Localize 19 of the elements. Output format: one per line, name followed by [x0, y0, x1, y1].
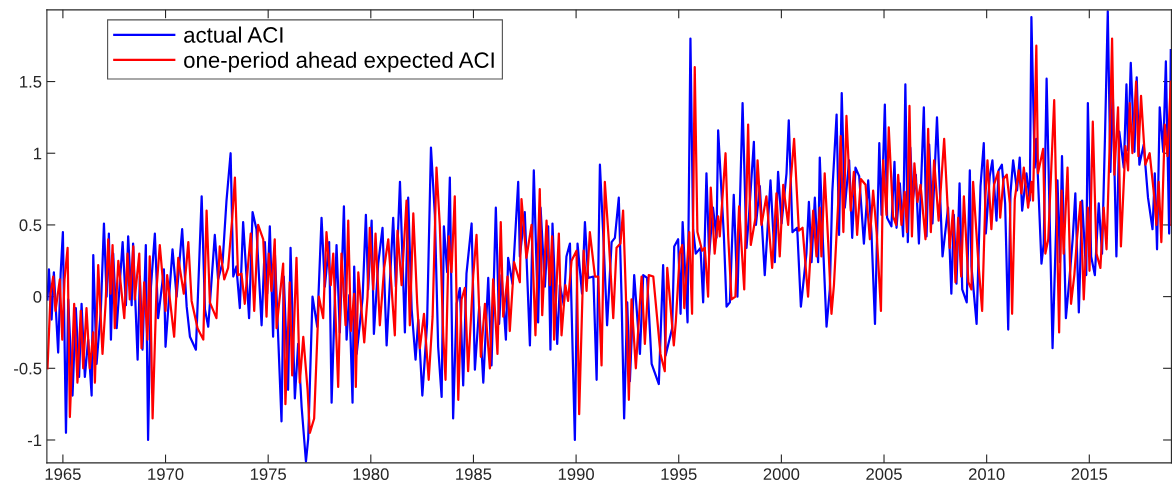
x-tick-label: 1990: [558, 468, 594, 481]
x-tick-label: 2015: [1071, 468, 1108, 481]
x-tick-label: 1985: [456, 468, 492, 481]
x-tick-label: 1975: [250, 468, 287, 481]
y-tick-label: 0.5: [19, 219, 42, 232]
x-tick-label: 1980: [353, 468, 389, 481]
y-tick-label: 1.5: [20, 76, 42, 88]
x-tick-label: 2010: [968, 468, 1005, 481]
y-tick-label: 1: [34, 147, 42, 160]
legend-label: one-period ahead expected ACI: [184, 51, 494, 73]
x-tick-label: 1995: [661, 468, 697, 481]
x-tick-label: 1970: [148, 468, 184, 481]
x-tick-label: 1965: [45, 468, 81, 481]
y-tick-label: -0.5: [14, 362, 42, 375]
y-tick-label: 0: [33, 291, 42, 303]
legend-label: actual ACI: [184, 26, 283, 43]
x-tick-label: 2005: [866, 468, 902, 481]
y-tick-label: -1: [27, 434, 42, 447]
x-tick-label: 2000: [763, 468, 800, 481]
